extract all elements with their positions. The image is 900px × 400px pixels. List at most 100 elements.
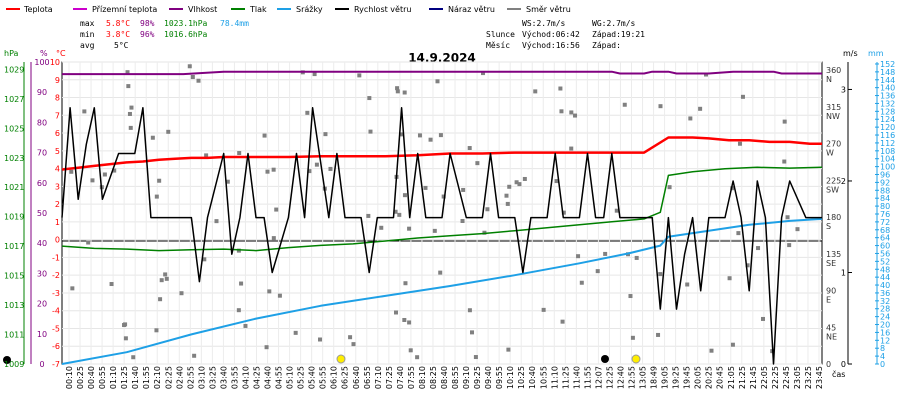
rain-tick-label: 108 [880, 147, 895, 156]
rain-tick-label: 20 [880, 321, 890, 330]
wind-direction-point [69, 169, 74, 174]
wind-direction-point [166, 129, 171, 134]
wind-direction-point [265, 169, 270, 174]
wind-direction-point [402, 90, 407, 95]
rain-tick-label: 40 [880, 281, 890, 290]
direction-tick-label: 45 [826, 323, 836, 332]
wind-direction-point [622, 102, 627, 107]
legend-label-tlak: Tlak [249, 5, 267, 14]
wind-direction-point [688, 116, 693, 121]
wind-direction-point [603, 251, 608, 256]
temperature-tick-label: 0 [55, 236, 60, 245]
stats-min-label: min [80, 30, 95, 39]
wind-direction-point [432, 228, 437, 233]
x-tick-label: 07:25 [385, 366, 394, 389]
legend-label-prizemni-teplota: Přízemní teplota [92, 5, 157, 14]
rain-tick-label: 56 [880, 249, 890, 258]
rain-tick-label: 112 [880, 139, 895, 148]
x-tick-label: 23:05 [793, 366, 802, 389]
wind-direction-point [323, 132, 328, 137]
wind-direction-point [698, 106, 703, 111]
wind-direction-point [366, 213, 371, 218]
direction-name-label: W [826, 149, 834, 158]
wind-direction-point [395, 86, 400, 91]
wind-direction-point [435, 79, 440, 84]
legend-label-rychlost-vetru: Rychlost větru [354, 5, 411, 14]
wind-direction-point [473, 355, 478, 360]
x-tick-label: 11:25 [561, 366, 570, 389]
humidity-tick-label: 50 [37, 209, 47, 218]
wind-direction-point [312, 72, 317, 77]
wind-direction-point [667, 185, 672, 190]
wind-direction-point [470, 330, 475, 335]
x-tick-label: 00:40 [87, 366, 96, 389]
direction-tick-label: 180 [826, 213, 841, 222]
axis-layer: 00:10 00:25 00:40 00:55 01:10 01:25 01:40 01:55… [4, 58, 895, 389]
x-tick-label: 11:55 [583, 366, 592, 389]
wind-direction-point [656, 332, 661, 337]
x-tick-label: 07:40 [396, 366, 405, 389]
wind-direction-point [561, 210, 566, 215]
wind-direction-point [541, 307, 546, 312]
wind-direction-point [428, 137, 433, 142]
wind-direction-point [125, 70, 130, 75]
x-tick-label: 00:10 [65, 366, 74, 389]
sun-icon [631, 354, 641, 364]
wind-direction-point [305, 110, 310, 115]
wind-direction-point [782, 119, 787, 124]
wind-direction-point [658, 272, 663, 277]
rain-tick-label: 52 [880, 257, 890, 266]
x-tick-label: 21:05 [727, 366, 736, 389]
wind-direction-point [481, 71, 486, 76]
legend-swatch-rychlost-vetru [335, 8, 349, 10]
pressure-tick-label: 1025 [4, 124, 24, 133]
wind-direction-point [795, 227, 800, 232]
wind-direction-point [214, 219, 219, 224]
x-tick-label: 12:40 [616, 366, 625, 389]
wind-direction-point [634, 255, 639, 260]
moon-icon [3, 356, 11, 364]
x-tick-label: 19:45 [683, 366, 692, 389]
rain-tick-label: 60 [880, 242, 890, 251]
wind-direction-point [271, 236, 276, 241]
x-tick-label: 11:40 [572, 366, 581, 389]
wind-gust-info: WG:2.7m/s [592, 19, 636, 28]
x-tick-label: 12:55 [628, 366, 637, 389]
wind-axis-label: m/s [843, 49, 858, 58]
x-tick-label: 20:45 [716, 366, 725, 389]
x-tick-label: 11:10 [550, 366, 559, 389]
rain-tick-label: 32 [880, 297, 890, 306]
x-tick-label: 02:40 [175, 366, 184, 389]
x-tick-label: 06:10 [330, 366, 339, 389]
x-tick-label: 03:25 [208, 366, 217, 389]
wind-direction-point [595, 269, 600, 274]
wind-direction-point [187, 64, 192, 69]
wind-tick-label: 0 [841, 360, 846, 369]
x-tick-label: 04:40 [264, 366, 273, 389]
rain-tick-label: 12 [880, 336, 890, 345]
moon-rise: Východ:16:56 [522, 41, 580, 50]
wind-tick-label: 3 [841, 85, 846, 94]
x-tick-label: 19:05 [661, 366, 670, 389]
pressure-tick-label: 1009 [4, 360, 24, 369]
humidity-line [62, 70, 822, 76]
rain-tick-label: 104 [880, 155, 895, 164]
wind-direction-point [559, 109, 564, 114]
direction-name-label: E [826, 296, 831, 305]
direction-tick-label: 90 [826, 287, 836, 296]
wind-direction-point [237, 151, 242, 156]
stats-max-hum: 98% [140, 19, 155, 28]
wind-direction-point [397, 212, 402, 217]
wind-direction-point [112, 168, 117, 173]
pressure-tick-label: 1017 [4, 242, 24, 251]
temperature-axis-label: °C [56, 49, 66, 58]
wind-direction-point [86, 240, 91, 245]
wind-direction-point [402, 317, 407, 322]
wind-direction-point [264, 345, 269, 350]
direction-tick-label: 225 [826, 176, 841, 185]
stats-min-press: 1016.6hPa [164, 30, 208, 39]
wind-direction-point [441, 194, 446, 199]
x-tick-label: 07:55 [407, 366, 416, 389]
x-tick-label: 12:07 [594, 366, 603, 389]
wind-direction-point [262, 133, 267, 138]
